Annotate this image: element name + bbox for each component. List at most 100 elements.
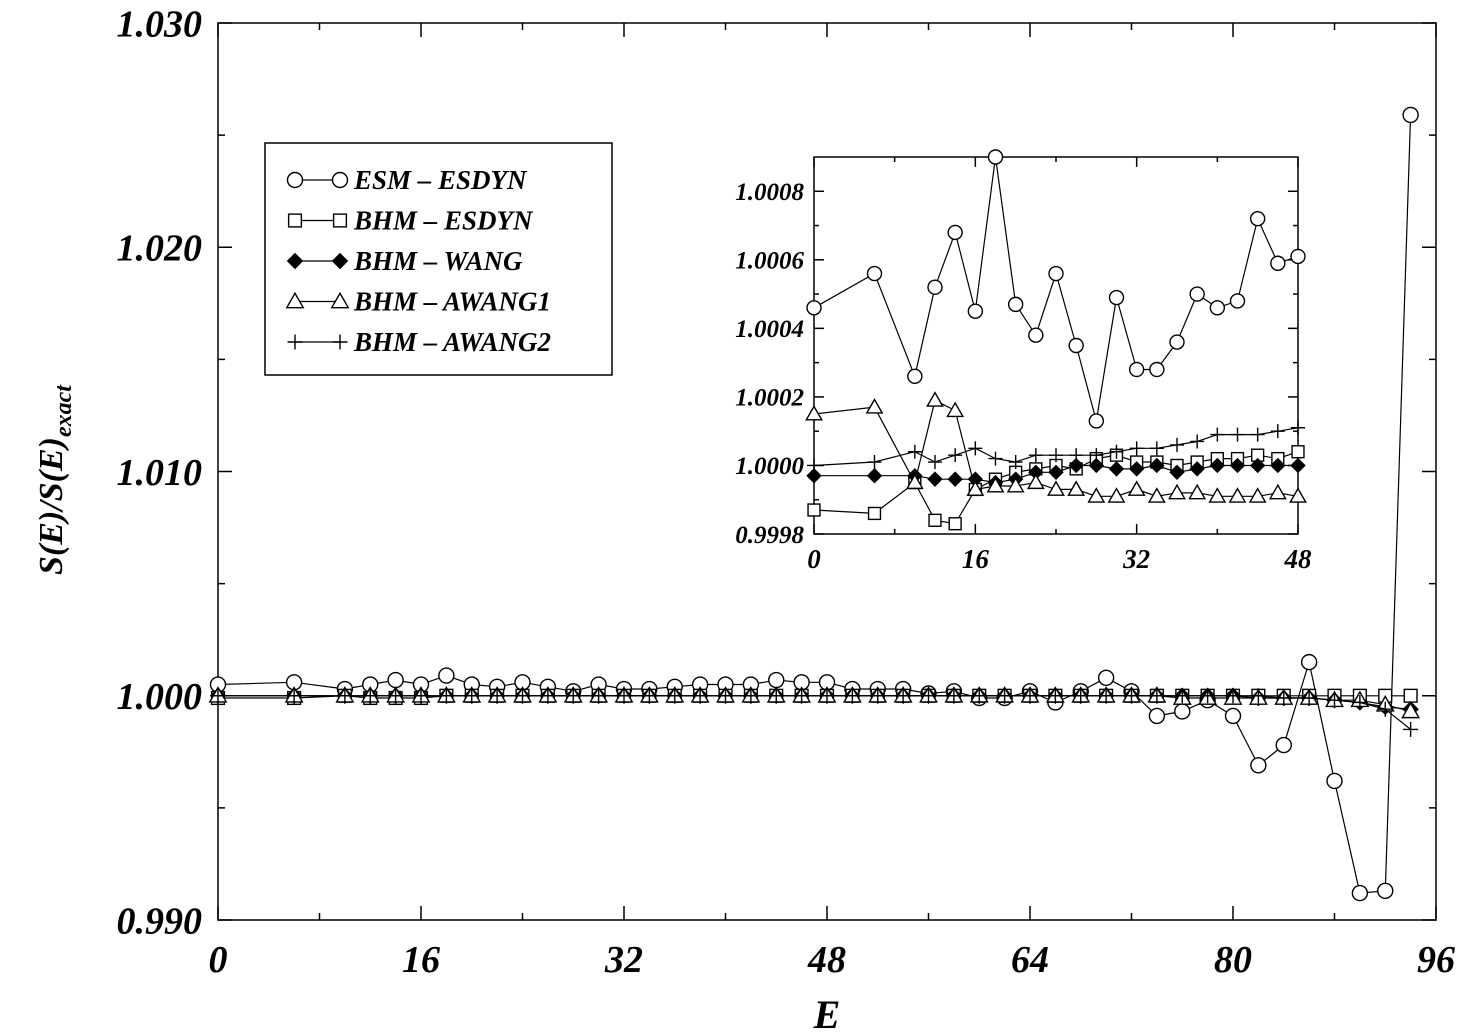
inset-data-point — [1209, 300, 1226, 316]
legend-marker — [331, 252, 349, 270]
x-tick-label: 0 — [209, 939, 228, 981]
legend-marker — [285, 291, 305, 309]
data-point — [337, 688, 353, 704]
inset-y-tick-label: 1.0002 — [735, 385, 804, 412]
legend-label: ESM – ESDYN — [353, 165, 528, 195]
legend-item: BHM – AWANG1 — [285, 287, 551, 317]
inset-data-point — [1088, 413, 1105, 429]
data-point — [870, 688, 886, 704]
inset-data-point — [1026, 473, 1045, 490]
inset-series-line — [814, 464, 1298, 484]
data-point — [1377, 701, 1393, 717]
inset-data-point — [1049, 448, 1063, 463]
data-point — [489, 688, 505, 704]
inset-data-point — [1228, 487, 1247, 503]
inset-data-point — [867, 506, 882, 521]
x-tick-label: 80 — [1214, 939, 1252, 981]
inset-data-point — [967, 303, 984, 319]
legend-marker — [330, 291, 350, 309]
inset-data-point — [1048, 265, 1064, 282]
inset-data-point — [1189, 461, 1205, 477]
y-tick-label: 1.030 — [117, 3, 203, 45]
inset-data-point — [1188, 483, 1207, 500]
data-point — [667, 688, 683, 704]
legend-item: ESM – ESDYN — [286, 165, 528, 195]
inset-data-point — [1068, 457, 1084, 474]
inset-series-line — [813, 156, 1299, 422]
inset-data-point — [866, 468, 883, 484]
x-tick-label: 96 — [1417, 939, 1455, 981]
inset-y-tick-label: 1.0006 — [735, 248, 804, 275]
data-point — [1148, 707, 1166, 725]
inset-data-point — [905, 473, 924, 490]
y-tick-label: 1.020 — [117, 228, 203, 270]
data-point — [971, 688, 987, 704]
inset-data-point — [1230, 427, 1245, 442]
inset-data-point — [1048, 464, 1064, 481]
data-point — [1073, 688, 1089, 704]
inset-data-point — [1249, 210, 1266, 227]
inset-data-point — [1290, 457, 1306, 474]
y-tick-label: 1.000 — [117, 676, 203, 718]
inset-data-point — [1249, 457, 1266, 474]
inset-data-point — [1128, 461, 1145, 477]
legend-marker — [332, 334, 348, 350]
inset-x-tick-label: 0 — [807, 544, 821, 574]
inset-data-point — [926, 391, 944, 407]
inset-data-point — [1210, 427, 1225, 442]
inset-data-point — [1208, 487, 1227, 503]
inset-x-axis: 0 16 32 48 — [807, 157, 1312, 574]
data-point — [362, 688, 378, 704]
inset-series-2 — [806, 457, 1306, 491]
series-4 — [210, 688, 1419, 737]
inset-data-point — [1007, 296, 1024, 313]
data-point — [413, 688, 429, 704]
x-axis: 0 16 32 48 64 80 96 — [209, 23, 1455, 981]
inset-data-point — [927, 471, 943, 487]
inset-data-point — [1289, 487, 1307, 503]
inset-data-point — [1149, 457, 1165, 474]
data-point — [464, 688, 480, 704]
inset-data-point — [966, 480, 985, 496]
inset-data-point — [948, 448, 963, 463]
data-point — [1275, 736, 1292, 754]
x-axis-label: E — [813, 992, 841, 1032]
inset-data-point — [1128, 361, 1145, 378]
legend-label: BHM – ESDYN — [353, 206, 534, 236]
inset-data-point — [1008, 455, 1023, 470]
x-tick-label: 16 — [402, 939, 440, 981]
data-point — [768, 671, 785, 689]
inset-data-point — [947, 224, 963, 241]
data-point — [1250, 688, 1266, 704]
data-point — [895, 688, 911, 704]
legend-marker — [287, 213, 303, 228]
inset-data-point — [1189, 286, 1205, 302]
inset-y-tick-label: 0.9998 — [735, 522, 804, 549]
inset-data-point — [1068, 337, 1084, 354]
data-point — [844, 688, 860, 704]
data-point — [1327, 692, 1342, 708]
inset-data-point — [947, 471, 963, 487]
inset-data-point — [1129, 441, 1144, 456]
inset-data-point — [1229, 457, 1246, 474]
main-plot: 0 16 32 48 64 80 96 0.990 1.000 1.010 1.020 1.030 — [117, 3, 1456, 981]
legend-marker — [287, 334, 303, 350]
data-point — [921, 688, 936, 704]
legend-marker — [331, 171, 349, 189]
y-tick-label: 0.990 — [117, 900, 203, 942]
inset-data-point — [866, 265, 883, 282]
inset-data-point — [1028, 327, 1044, 343]
data-point — [1276, 690, 1292, 706]
inset-data-point — [1270, 255, 1286, 271]
data-point — [387, 671, 404, 689]
data-point — [1300, 653, 1318, 671]
inset-data-point — [1107, 487, 1126, 503]
inset-data-point — [1149, 361, 1165, 378]
inset-data-point — [928, 513, 942, 527]
inset-data-point — [946, 401, 965, 418]
data-point — [438, 667, 455, 684]
inset-data-point — [1069, 448, 1084, 463]
inset-data-point — [1168, 483, 1186, 500]
inset-data-point — [988, 451, 1003, 466]
y-axis-label-subscript: exact — [51, 384, 77, 437]
